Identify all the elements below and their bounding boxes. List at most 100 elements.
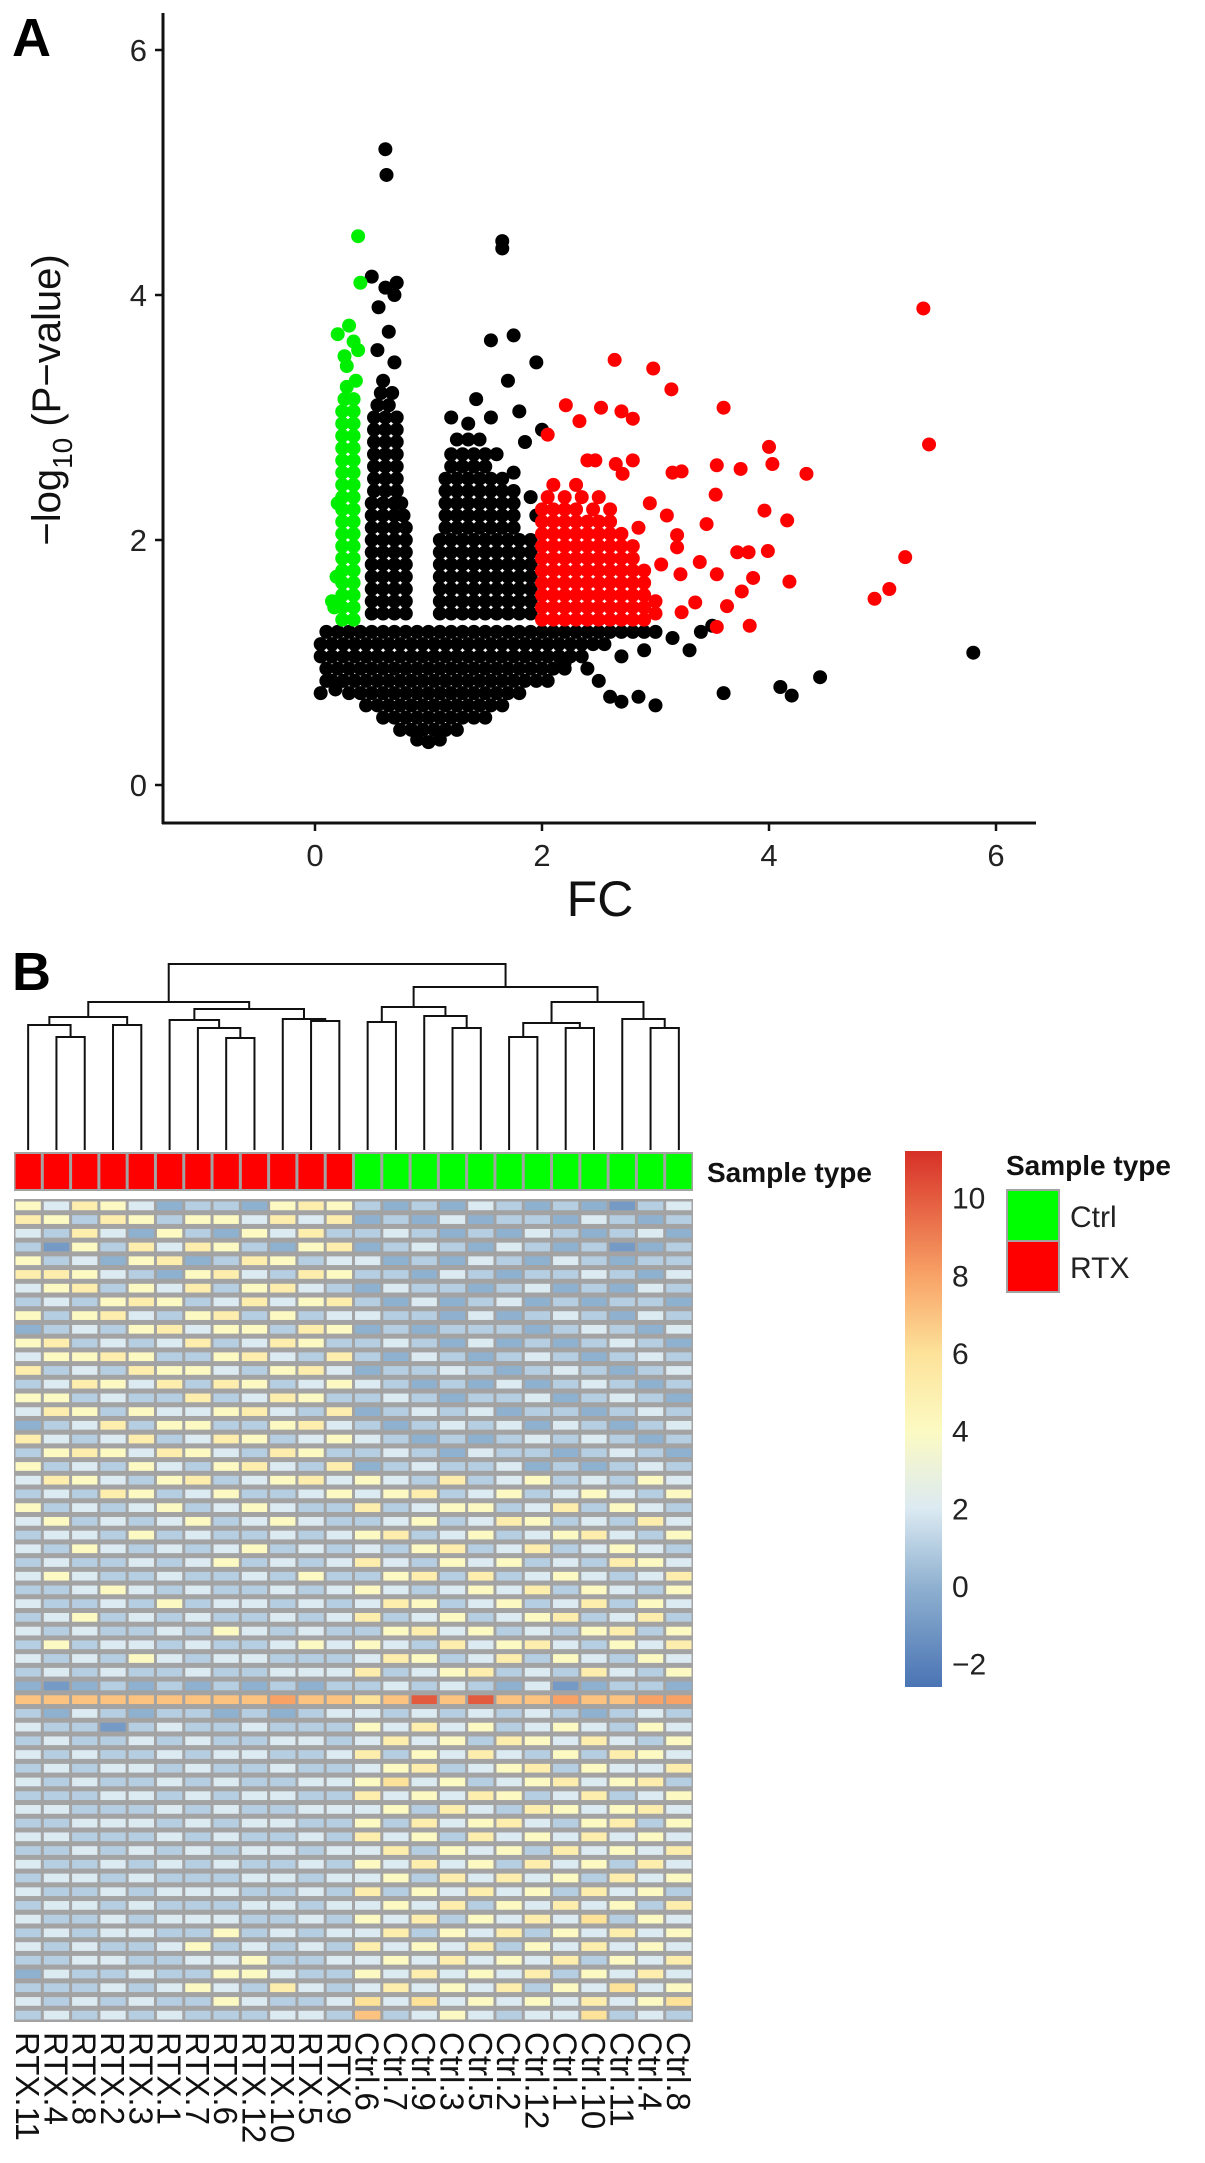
dendrogram-branch [167,963,507,1002]
heatmap-cell [609,1311,635,1320]
heatmap-cell [298,1352,324,1362]
data-point [614,649,629,664]
heatmap-cell [637,1997,664,2006]
heatmap-cell [411,1722,437,1732]
heatmap-cell [185,1297,211,1307]
heatmap-cell [213,1228,239,1238]
data-point [500,624,515,639]
heatmap-cell [326,1654,352,1663]
heatmap-cell [100,1393,126,1403]
heatmap-cell [100,1928,126,1938]
data-point [461,471,476,486]
data-point [432,594,447,609]
heatmap-cell [411,1544,437,1554]
heatmap-cell [213,1901,239,1910]
data-point [378,435,393,449]
heatmap-cell [666,1420,692,1430]
heatmap-cell [581,1489,607,1499]
heatmap-cell [15,1901,41,1910]
data-point [557,514,572,529]
heatmap-cell [553,1667,579,1677]
heatmap-row [15,1942,692,1951]
heatmap-cell [43,1297,70,1307]
heatmap-cell [72,1571,98,1581]
heatmap-cell [355,1887,381,1897]
data-point [449,673,464,688]
data-point [466,606,481,621]
heatmap-cell [241,1805,268,1814]
heatmap-cell [524,1297,551,1307]
data-point [535,624,549,639]
data-point [535,661,549,676]
heatmap-cell [241,1969,268,1979]
heatmap-cell [43,1516,70,1526]
heatmap-cell [270,1462,296,1471]
data-point [506,673,521,688]
heatmap-cell [468,1352,494,1362]
heatmap-cell [581,1667,607,1677]
heatmap-cell [298,1626,324,1636]
heatmap-cell [609,1338,635,1348]
heatmap-cell [553,1585,579,1595]
data-point [665,631,680,645]
heatmap-cell [72,1914,98,1924]
heatmap-cell [128,1228,154,1238]
heatmap-cell [468,1201,494,1211]
heatmap-cell [383,1695,409,1705]
heatmap-cell [298,1763,324,1773]
heatmap-cell [270,1448,296,1458]
heatmap-cell [15,1420,41,1430]
data-point [444,661,459,676]
data-point [489,582,504,596]
heatmap-cell [128,1846,154,1855]
data-point [466,545,481,560]
data-point [415,698,430,713]
data-point [444,545,459,560]
data-point [489,569,504,584]
heatmap-cell [15,1489,41,1499]
annotation-cell-rtx [15,1154,41,1189]
data-point [346,428,361,443]
data-point [495,496,510,511]
data-point [404,637,419,652]
heatmap-cell [637,1420,664,1430]
heatmap-cell [241,1626,268,1636]
data-point [495,673,510,688]
heatmap-cell [553,1201,579,1211]
data-point [472,637,487,652]
data-point [313,637,328,652]
heatmap-cell [383,1859,409,1869]
heatmap-cell [666,1530,692,1540]
heatmap-cell [524,1736,551,1746]
heatmap-cell [241,1270,268,1279]
heatmap-row [15,1489,692,1499]
data-point [461,698,476,713]
heatmap-cell [666,1859,692,1869]
heatmap-cell [553,1599,579,1608]
data-point [614,588,629,603]
heatmap-cell [15,1448,41,1458]
heatmap-cell [524,1969,551,1979]
heatmap-cell [326,1969,352,1979]
heatmap-cell [355,1558,381,1567]
heatmap-cell [156,1544,183,1554]
heatmap-cell [609,1366,635,1375]
heatmap-cell [185,1215,211,1224]
heatmap-cell [213,1366,239,1375]
heatmap-cell [72,1448,98,1458]
data-point [376,582,391,596]
heatmap-cell [468,1942,494,1951]
data-point [455,661,470,676]
annotation-cell-ctrl [637,1154,664,1189]
heatmap-cell [524,1818,551,1828]
heatmap-cell [468,1462,494,1471]
heatmap-cell [581,1311,607,1320]
heatmap-cell [383,1338,409,1348]
heatmap-cell [15,1475,41,1485]
data-point [472,484,487,498]
heatmap-cell [666,1805,692,1814]
heatmap-cell [15,1873,41,1883]
heatmap-cell [326,1324,352,1334]
heatmap-cell [298,1942,324,1951]
